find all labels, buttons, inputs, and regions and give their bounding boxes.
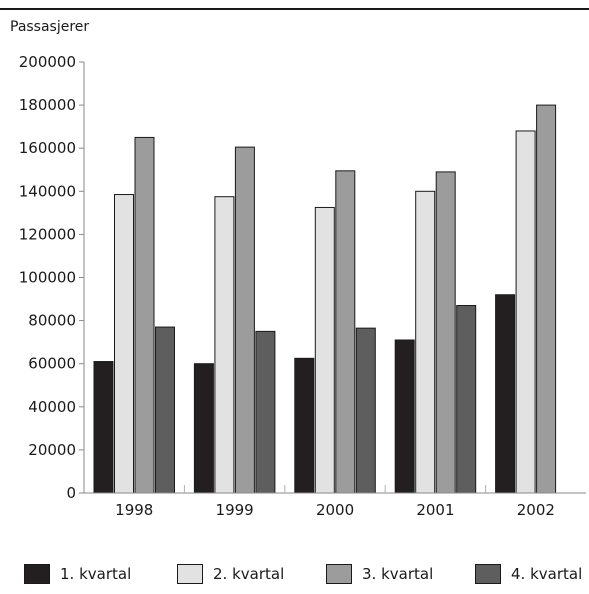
legend-label: 2. kvartal	[213, 565, 285, 583]
legend-item-q1: 1. kvartal	[24, 564, 131, 584]
bars	[93, 104, 557, 494]
legend-swatch	[326, 564, 352, 584]
y-tick-label: 160000	[19, 139, 76, 157]
legend-item-q3: 3. kvartal	[326, 564, 433, 584]
bar-q1-2001	[394, 339, 415, 494]
y-axis-title: Passasjerer	[10, 19, 89, 35]
bar-q4-1998	[155, 326, 175, 494]
bar-q4-1999	[255, 330, 276, 494]
legend-item-q2: 2. kvartal	[177, 564, 284, 584]
bar-q4-2001	[456, 305, 477, 494]
y-tick-label: 200000	[19, 53, 76, 71]
bar-q2-1998	[114, 194, 134, 494]
bar-q1-2000	[294, 357, 315, 494]
x-tick-label: 2001	[416, 501, 454, 519]
bar-q3-1999	[234, 146, 255, 494]
legend-item-q4: 4. kvartal	[475, 564, 582, 584]
x-tick-label: 2000	[316, 501, 354, 519]
legend-label: 3. kvartal	[362, 565, 434, 583]
bar-q1-1998	[93, 361, 114, 494]
bar-q3-1998	[134, 136, 155, 494]
x-tick-label: 2002	[517, 501, 555, 519]
bar-q3-2002	[536, 104, 557, 494]
y-axis-ticks: 0 20000 40000 60000 80000 100000 120000 140000 1…	[19, 53, 84, 502]
y-tick-label: 80000	[28, 312, 76, 330]
bar-q2-1999	[214, 196, 235, 494]
legend-swatch	[24, 564, 50, 584]
bar-q2-2000	[314, 206, 335, 494]
chart: Passasjerer 0 20000 40000 60000 80000 100000 1…	[0, 8, 589, 519]
x-tick-label: 1999	[216, 501, 254, 519]
bar-q3-2000	[335, 170, 356, 494]
bar-q1-2002	[495, 294, 516, 494]
y-tick-label: 120000	[19, 225, 76, 243]
bar-q3-2001	[435, 171, 456, 494]
bar-q4-2000	[355, 327, 376, 494]
x-axis-ticks: 1998 1999 2000 2001 2002	[115, 485, 555, 519]
legend-label: 1. kvartal	[60, 565, 132, 583]
bar-q2-2002	[515, 130, 536, 494]
x-tick-label: 1998	[115, 501, 153, 519]
legend-swatch	[475, 564, 501, 584]
legend: 1. kvartal 2. kvartal 3. kvartal 4. kvartal	[0, 564, 589, 592]
y-tick-label: 40000	[28, 398, 76, 416]
legend-swatch	[177, 564, 203, 584]
y-tick-label: 140000	[19, 182, 76, 200]
y-tick-label: 180000	[19, 96, 76, 114]
y-tick-label: 100000	[19, 269, 76, 287]
bar-q2-2001	[415, 190, 436, 494]
bar-q1-1999	[193, 363, 214, 494]
y-tick-label: 20000	[28, 441, 76, 459]
legend-label: 4. kvartal	[511, 565, 583, 583]
y-tick-label: 0	[66, 484, 76, 502]
y-tick-label: 60000	[28, 355, 76, 373]
